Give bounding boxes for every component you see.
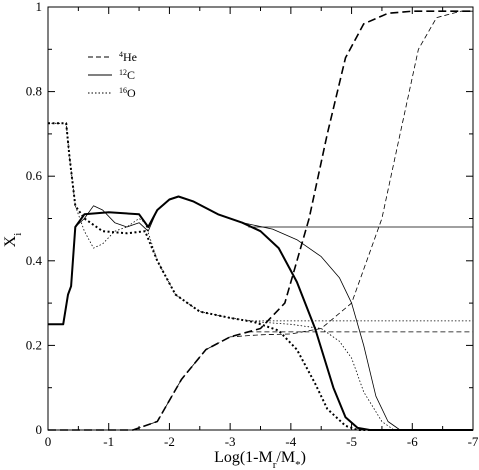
x-tick-label: -3 bbox=[225, 434, 236, 449]
x-tick-label: 0 bbox=[45, 434, 52, 449]
y-tick-label: 0.2 bbox=[26, 337, 42, 352]
x-axis-title: Log(1-Mr/M*) bbox=[214, 449, 306, 470]
y-tick-label: 0.8 bbox=[26, 84, 42, 99]
plot-frame bbox=[47, 6, 474, 431]
x-tick-label: -2 bbox=[164, 434, 175, 449]
series-line-he-thick bbox=[48, 10, 473, 431]
series-layer bbox=[48, 10, 473, 431]
y-tick-label: 0.6 bbox=[26, 168, 43, 183]
x-tick-label: -6 bbox=[407, 434, 418, 449]
series-line-c-thick bbox=[48, 195, 473, 431]
y-tick-label: 1 bbox=[36, 0, 43, 14]
legend-label-he: 4He bbox=[119, 50, 137, 65]
x-tick-label: -5 bbox=[346, 434, 357, 449]
legend-label-o: 16O bbox=[119, 86, 136, 101]
x-tick-label: -7 bbox=[468, 434, 479, 449]
series-line-o-thin bbox=[48, 122, 473, 431]
y-tick-label: 0.4 bbox=[26, 253, 43, 268]
series-line-he-thin bbox=[48, 10, 473, 431]
legend: 4He 12C 16O bbox=[88, 50, 137, 101]
y-tick-label: 0 bbox=[36, 422, 43, 437]
x-tick-label: -4 bbox=[285, 434, 296, 449]
series-line-c-thin bbox=[48, 196, 473, 431]
legend-label-c: 12C bbox=[119, 68, 135, 83]
y-axis-title: Xi bbox=[2, 233, 24, 248]
ticks-layer: 0 -1 -2 -3 -4 -5 -6 -7 0 0.2 0.4 0.6 0.8 1 bbox=[26, 0, 479, 449]
x-tick-label: -1 bbox=[103, 434, 114, 449]
series-line-o-thick bbox=[48, 122, 473, 431]
